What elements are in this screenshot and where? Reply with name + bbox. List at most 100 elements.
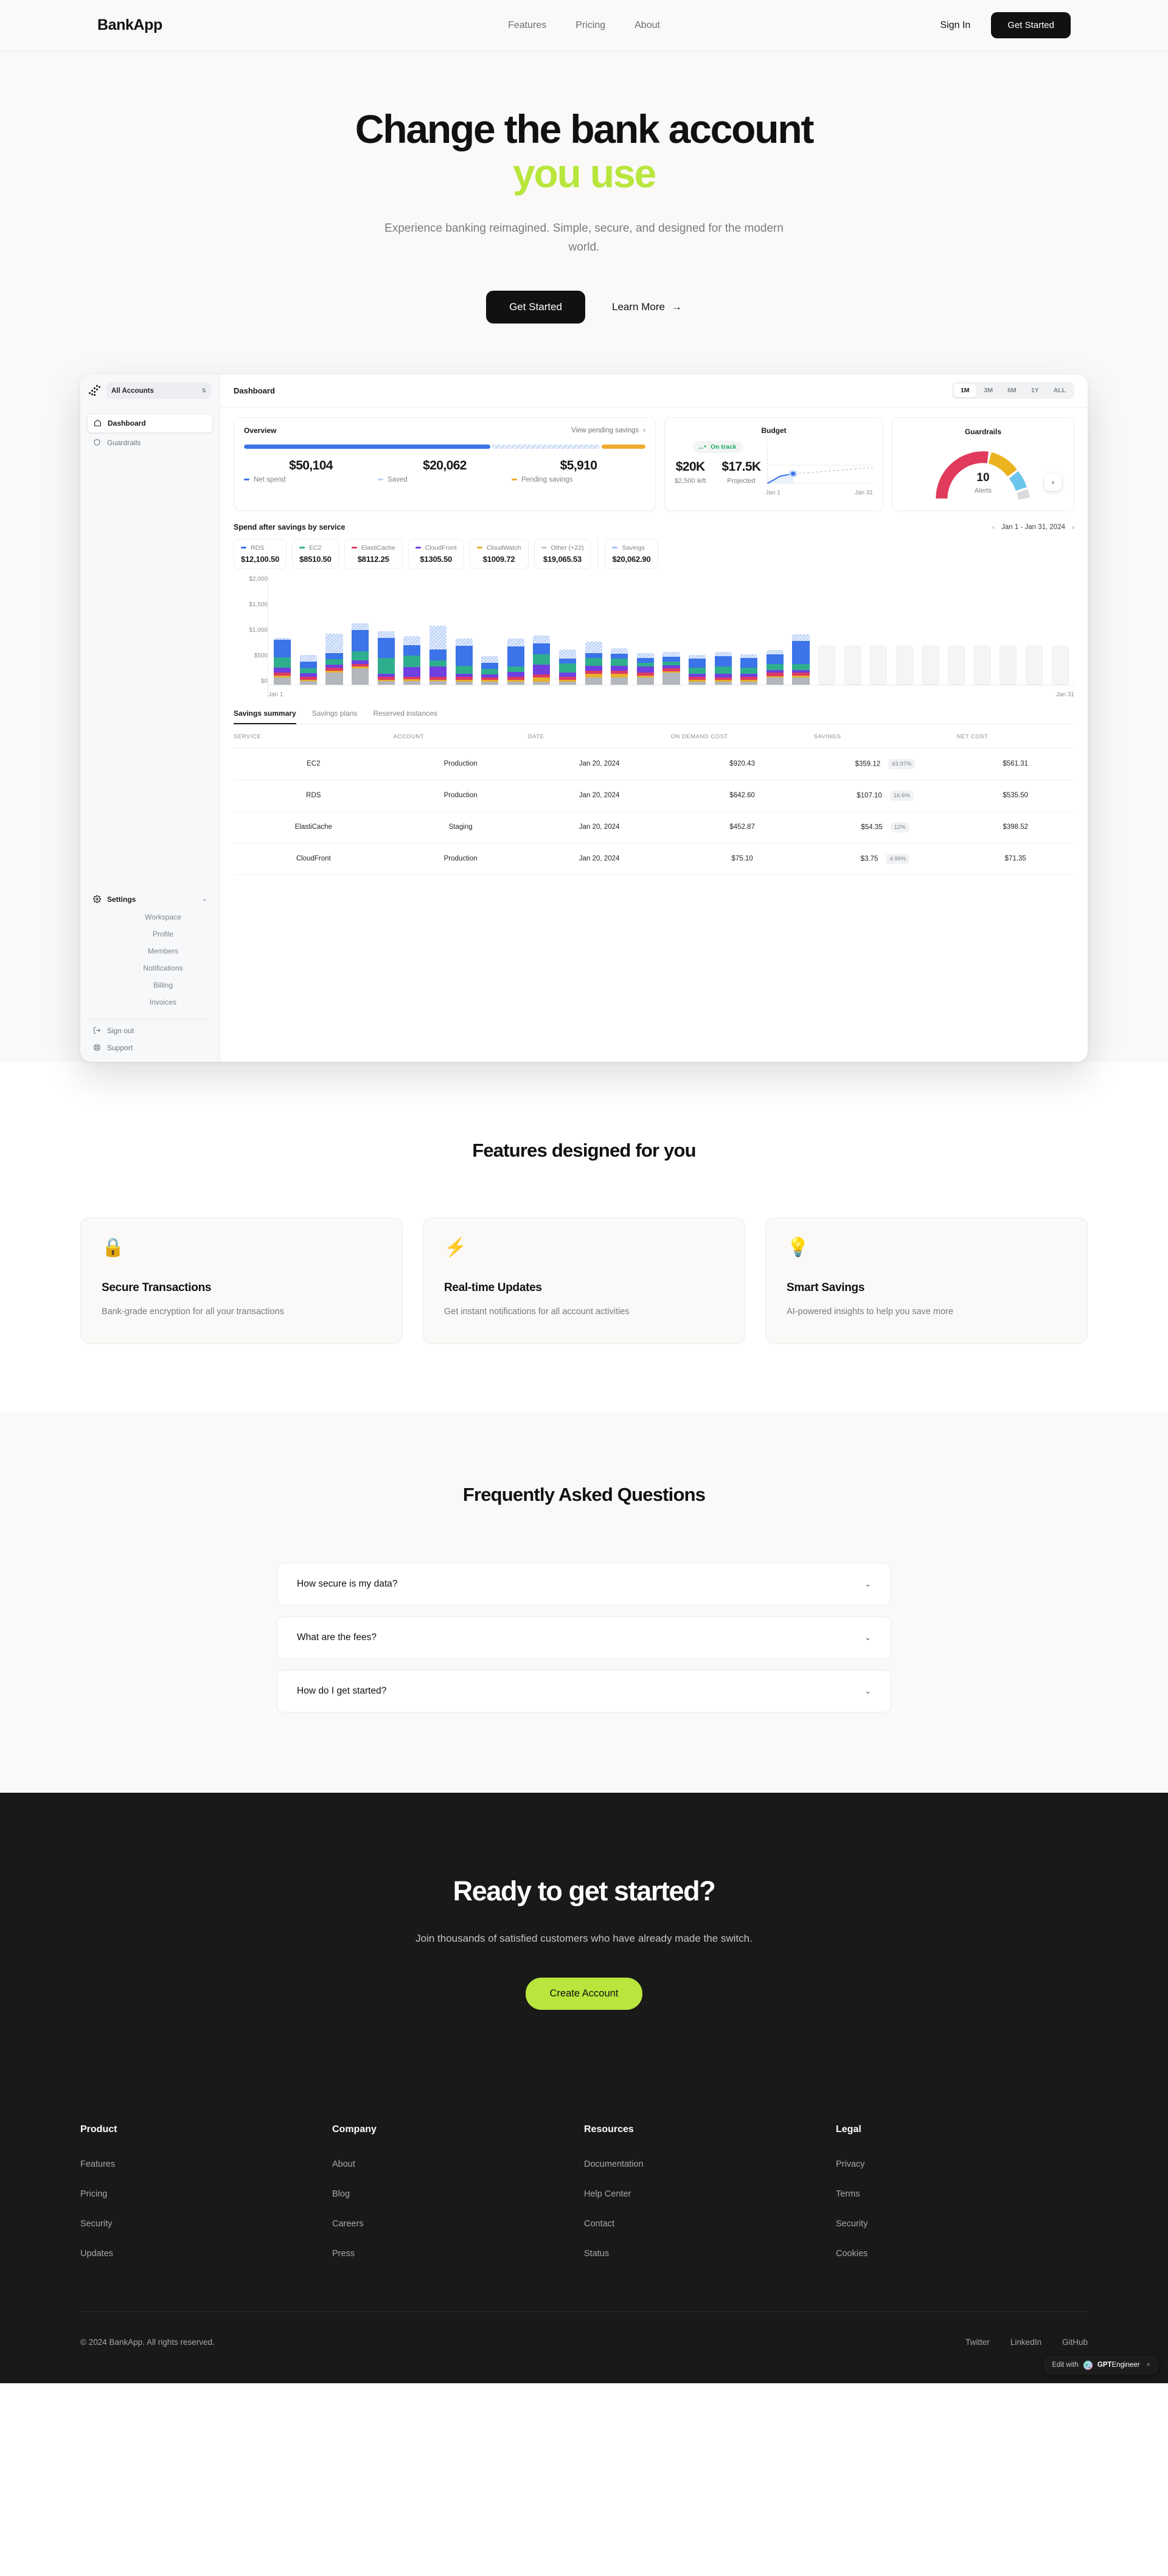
footer-link-blog[interactable]: Blog [332,2189,350,2199]
footer-link-terms[interactable]: Terms [836,2189,860,2199]
faq-item-0[interactable]: How secure is my data? ⌄ [277,1562,891,1605]
table-row[interactable]: ElastiCache Staging Jan 20, 2024 $452.87 $54… [234,811,1074,843]
table-row[interactable]: RDS Production Jan 20, 2024 $642.60 $107.10 1… [234,780,1074,812]
close-icon[interactable]: × [1146,2361,1150,2369]
sidebar-item-support[interactable]: Support [87,1044,213,1052]
bar-segment [558,663,577,673]
range-1y[interactable]: 1Y [1031,387,1039,395]
dashboard-preview-wrapper: All Accounts ⇅ Dashboard Guardrails [0,324,1168,1062]
footer-link-status[interactable]: Status [584,2248,610,2259]
bar-segment [299,661,317,669]
legend-item-rds[interactable]: RDS $12,100.50 [234,538,287,569]
tab-savings-plans[interactable]: Savings plans [311,708,358,718]
account-selector[interactable]: All Accounts ⇅ [106,383,211,400]
legend-item-cloudwatch[interactable]: CloudWatch $1009.72 [469,538,529,569]
bar-segment [481,663,499,670]
nav-link-pricing[interactable]: Pricing [575,19,606,30]
social-link-github[interactable]: GitHub [1062,2337,1088,2347]
sidebar-item-dashboard[interactable]: Dashboard [87,413,213,433]
tab-reserved-instances[interactable]: Reserved instances [373,708,437,718]
brand-logo[interactable]: BankApp [97,16,162,33]
footer-link-documentation[interactable]: Documentation [584,2159,644,2169]
bar-stack-empty [922,645,939,685]
sidebar-settings-group[interactable]: Settings ⌄ [80,890,220,909]
next-period-button[interactable]: › [1072,522,1074,531]
table-row[interactable]: EC2 Production Jan 20, 2024 $920.43 $359.12 6… [234,748,1074,780]
sidebar-item-dashboard-label: Dashboard [108,418,146,428]
footer-link-features[interactable]: Features [80,2159,116,2169]
footer-link-legal-security[interactable]: Security [836,2218,868,2229]
table-row[interactable]: CloudFront Production Jan 20, 2024 $75.10 $3… [234,843,1074,875]
faq-item-2[interactable]: How do I get started? ⌄ [277,1669,891,1712]
bar-segment [662,662,680,665]
sidebar-item-guardrails[interactable]: Guardrails [87,433,213,452]
sidebar-subitem-invoices[interactable]: Invoices [149,997,177,1006]
sidebar-subitem-members[interactable]: Members [147,946,178,955]
footer-link-pricing[interactable]: Pricing [80,2189,108,2199]
footer-link-updates[interactable]: Updates [80,2248,114,2259]
range-all[interactable]: ALL [1053,387,1066,395]
footer-link-help-center[interactable]: Help Center [584,2189,631,2199]
create-account-button[interactable]: Create Account [525,1977,643,2010]
tab-savings-summary[interactable]: Savings summary [234,709,296,724]
bar-stack [352,623,369,685]
bar-segment [585,666,602,671]
sidebar-subitem-billing[interactable]: Billing [153,980,173,989]
sidebar-subitem-workspace[interactable]: Workspace [145,912,181,921]
budget-body: On track $20K $2,500 left [675,440,873,502]
range-3m[interactable]: 3M [984,387,993,395]
bar-column [1021,576,1048,685]
footer-link-security[interactable]: Security [80,2218,113,2229]
bar-segment [481,679,499,682]
legend-item-savings[interactable]: Savings $20,062.90 [605,538,658,569]
get-started-button[interactable]: Get Started [991,12,1071,38]
view-pending-savings-link[interactable]: View pending savings › [571,427,645,434]
bar-column [788,576,814,685]
nav-link-features[interactable]: Features [508,19,547,30]
bar-segment [325,673,343,685]
legend-value-cloudfront: $1305.50 [420,554,453,564]
footer-link-privacy[interactable]: Privacy [836,2159,865,2169]
range-1m[interactable]: 1M [953,384,976,398]
hero-get-started-button[interactable]: Get Started [486,290,585,324]
savings-amount: $359.12 [855,760,881,768]
legend-item-cloudfront[interactable]: CloudFront $1305.50 [408,538,464,569]
badge-prefix: Edit with [1052,2361,1079,2369]
nav-link-about[interactable]: About [634,19,660,30]
bulb-icon: 💡 [787,1237,810,1258]
sidebar-item-sign-out[interactable]: Sign out [87,1027,213,1035]
footer-link-careers[interactable]: Careers [332,2218,364,2229]
bar-segment [325,653,343,659]
learn-more-link[interactable]: Learn More → [612,301,682,313]
bar-segment [611,654,628,659]
dashboard-title: Dashboard [234,386,275,395]
legend-item-ec2[interactable]: EC2 $8510.50 [292,538,339,569]
footer-link-cookies[interactable]: Cookies [836,2248,868,2259]
guardrails-next-button[interactable]: › [1045,473,1062,491]
cell-savings: $107.10 16.6% [813,780,957,812]
stat-pending-savings: $5,910 Pending savings [512,459,645,483]
legend-item-elasticache[interactable]: ElastiCache $8112.25 [344,538,403,569]
legend-item-other[interactable]: Other (+22) $19,065.53 [534,538,591,569]
bar-segment [766,654,784,664]
bar-segment [636,673,654,676]
bar-column [502,576,529,685]
gpt-engineer-badge[interactable]: Edit with >_ GPTEngineer × [1044,2355,1158,2375]
legend-dot-saved [378,479,383,481]
footer-link-about[interactable]: About [332,2159,355,2169]
cell-date: Jan 20, 2024 [527,748,671,780]
sidebar-subitem-profile[interactable]: Profile [152,929,173,938]
social-link-linkedin[interactable]: LinkedIn [1010,2337,1041,2347]
range-6m[interactable]: 6M [1007,387,1017,395]
sidebar-subitem-notifications[interactable]: Notifications [143,963,183,972]
bar-column [296,576,322,685]
faq-item-1[interactable]: What are the fees? ⌄ [277,1616,891,1659]
footer-link-contact[interactable]: Contact [584,2218,614,2229]
social-link-twitter[interactable]: Twitter [965,2337,990,2347]
guardrails-card: Guardrails 10 Alerts [892,417,1074,511]
footer-link-press[interactable]: Press [332,2248,355,2259]
prev-period-button[interactable]: ‹ [992,522,995,531]
sign-in-link[interactable]: Sign In [940,19,971,30]
cell-on-demand-cost: $452.87 [670,811,814,843]
stat-saved-label: Saved [388,476,408,483]
